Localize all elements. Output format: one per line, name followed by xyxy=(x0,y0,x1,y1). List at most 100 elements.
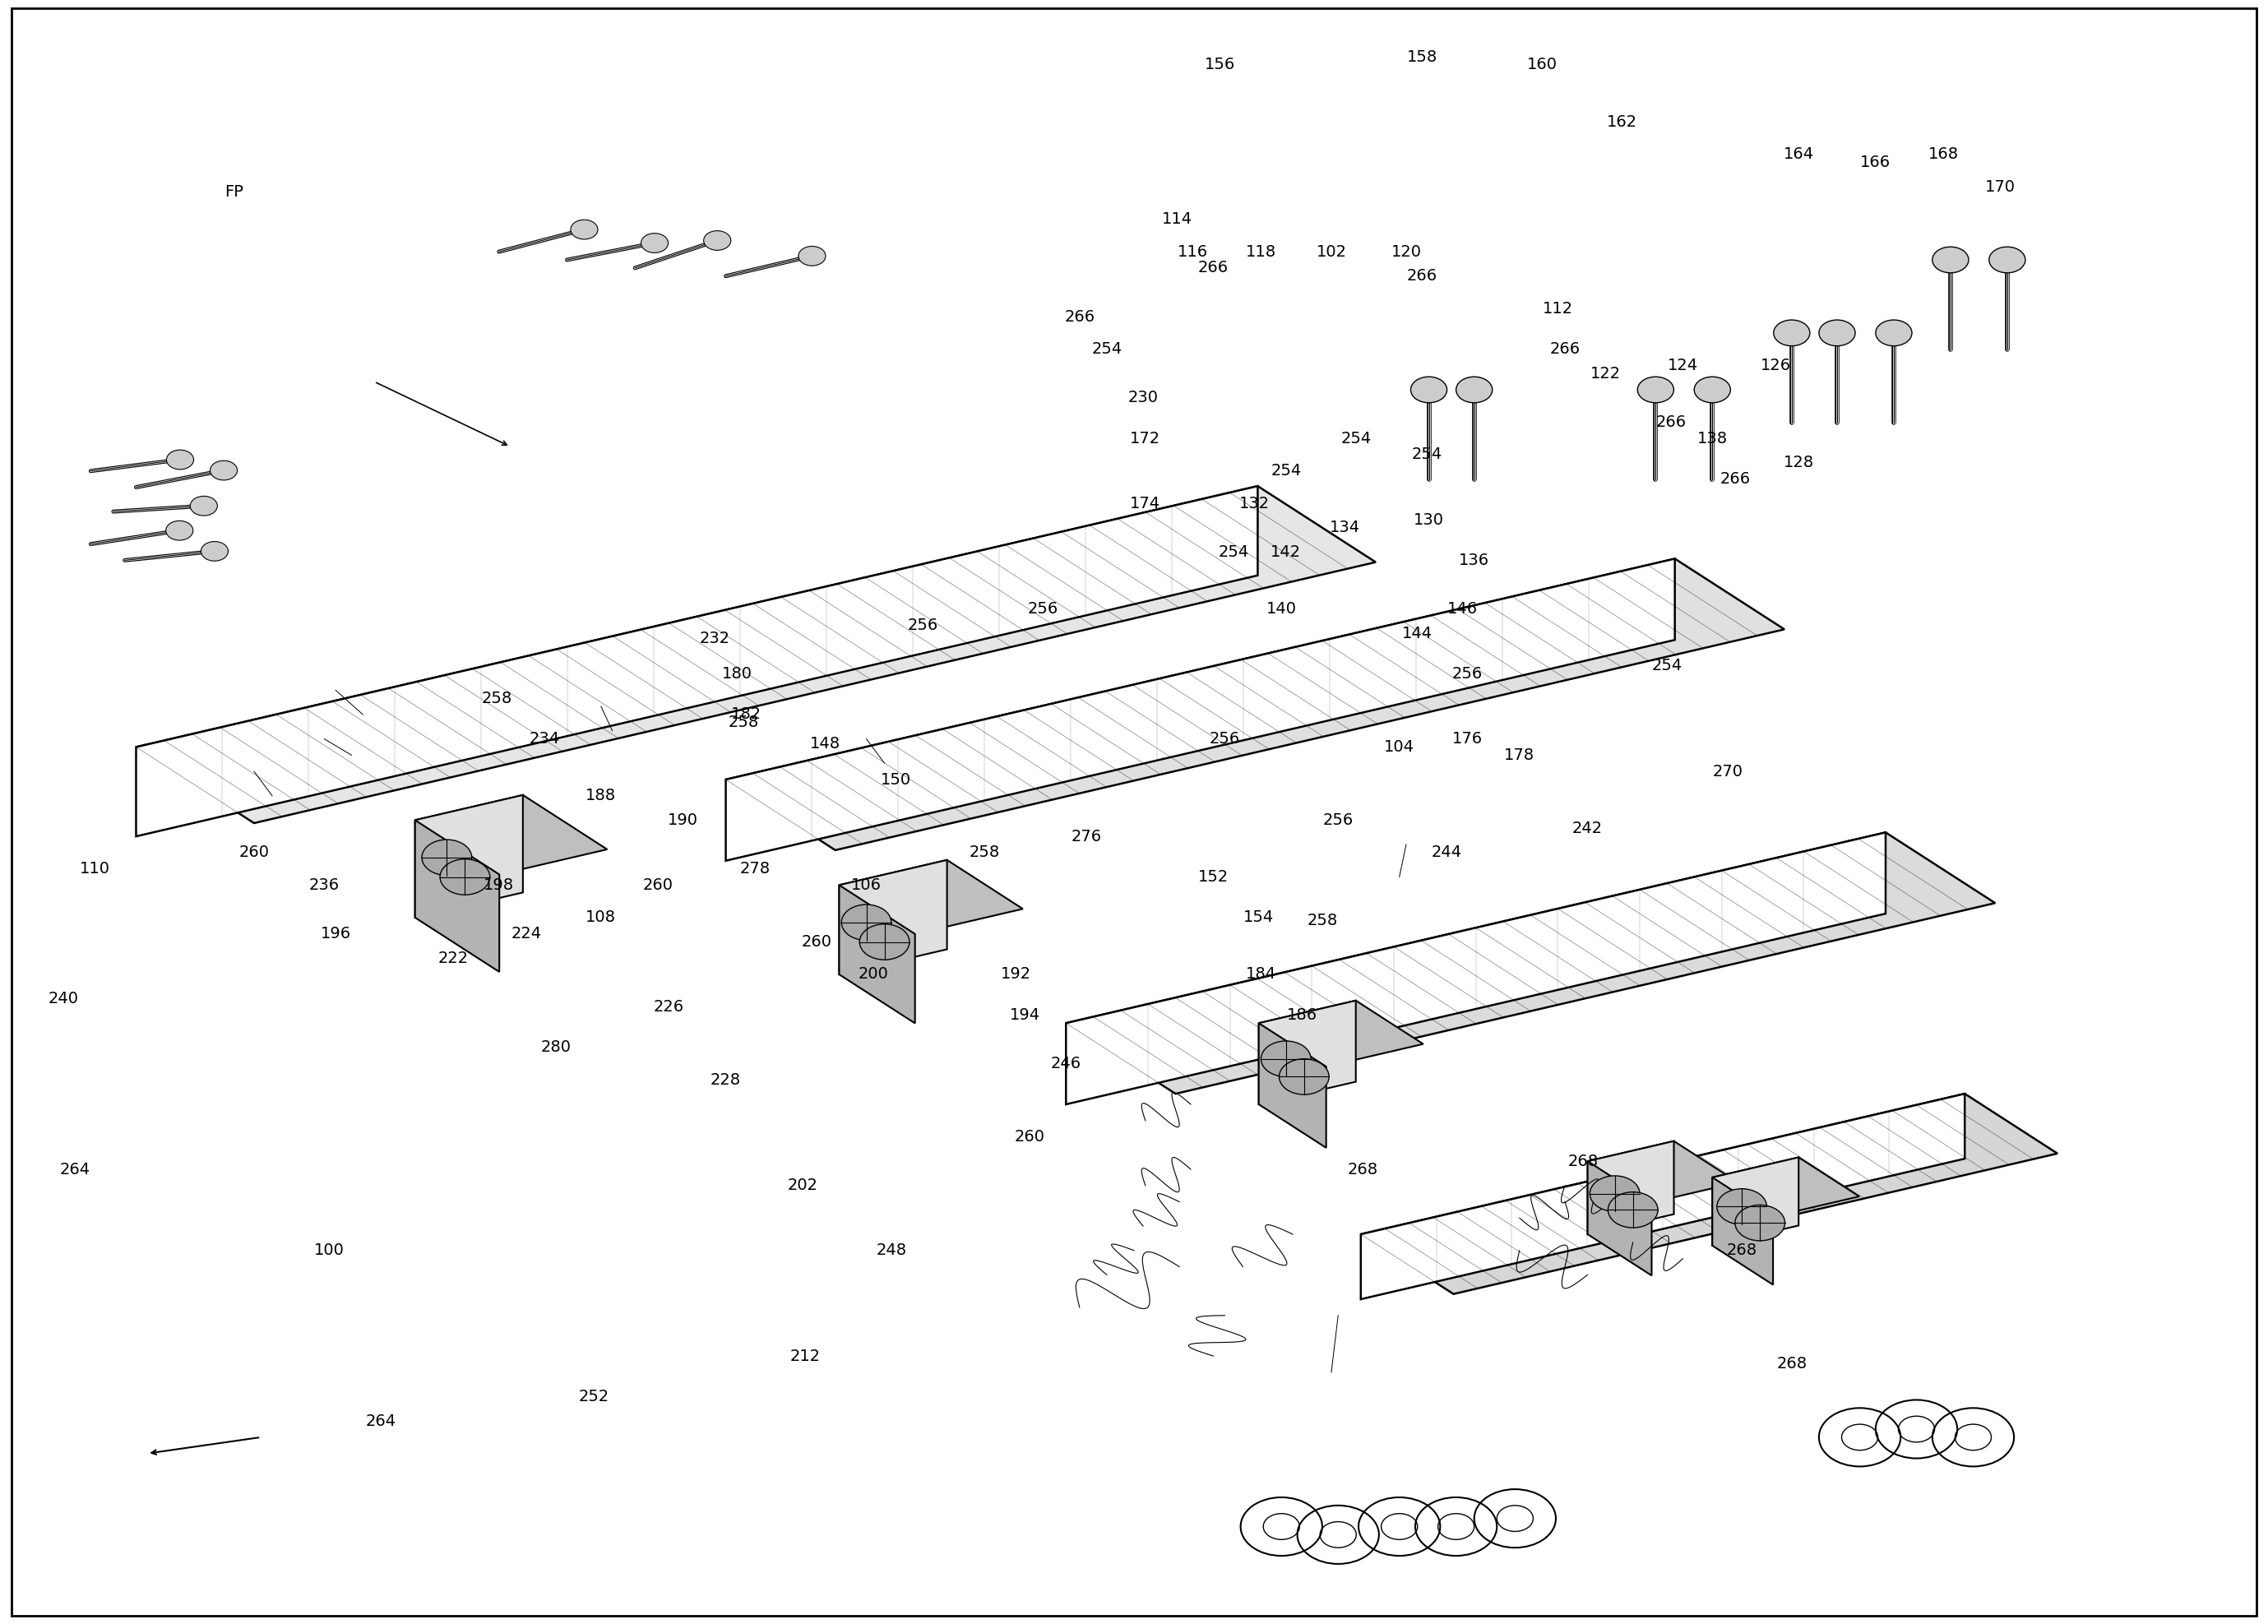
Text: 256: 256 xyxy=(1209,731,1241,747)
Text: 106: 106 xyxy=(850,877,882,893)
Circle shape xyxy=(440,859,490,895)
Circle shape xyxy=(860,924,909,960)
Text: 184: 184 xyxy=(1245,966,1277,983)
Text: 188: 188 xyxy=(585,788,617,804)
Text: 254: 254 xyxy=(1091,341,1123,357)
Text: 118: 118 xyxy=(1245,244,1277,260)
Text: 108: 108 xyxy=(585,909,617,926)
Text: 258: 258 xyxy=(728,715,760,731)
Text: 260: 260 xyxy=(1014,1129,1046,1145)
Text: 166: 166 xyxy=(1860,154,1892,171)
Circle shape xyxy=(191,497,218,516)
Text: 170: 170 xyxy=(1984,179,2016,195)
Text: 122: 122 xyxy=(1590,365,1622,382)
Text: 180: 180 xyxy=(721,666,753,682)
Text: 134: 134 xyxy=(1329,520,1361,536)
Text: 172: 172 xyxy=(1129,430,1161,447)
Polygon shape xyxy=(136,486,1377,823)
Polygon shape xyxy=(415,796,524,918)
Text: 254: 254 xyxy=(1218,544,1250,560)
Text: 160: 160 xyxy=(1526,57,1558,73)
Text: 234: 234 xyxy=(528,731,560,747)
Text: 138: 138 xyxy=(1696,430,1728,447)
Circle shape xyxy=(1279,1059,1329,1095)
Text: 168: 168 xyxy=(1928,146,1960,162)
Polygon shape xyxy=(415,820,499,971)
Text: 182: 182 xyxy=(730,706,762,723)
Text: 264: 264 xyxy=(365,1413,397,1429)
Polygon shape xyxy=(415,796,608,874)
Text: 186: 186 xyxy=(1286,1007,1318,1023)
Text: 142: 142 xyxy=(1270,544,1302,560)
Text: 144: 144 xyxy=(1402,625,1433,641)
Text: 228: 228 xyxy=(710,1072,742,1088)
Text: 254: 254 xyxy=(1651,658,1683,674)
Text: 224: 224 xyxy=(510,926,542,942)
Text: 178: 178 xyxy=(1504,747,1535,763)
Polygon shape xyxy=(136,486,1259,836)
Text: 276: 276 xyxy=(1070,828,1102,844)
Text: 246: 246 xyxy=(1050,1056,1082,1072)
Text: 152: 152 xyxy=(1198,869,1229,885)
Text: 128: 128 xyxy=(1783,455,1814,471)
Text: FP: FP xyxy=(225,184,243,200)
Text: 140: 140 xyxy=(1266,601,1297,617)
Circle shape xyxy=(841,905,891,940)
Text: 196: 196 xyxy=(320,926,352,942)
Text: 256: 256 xyxy=(1027,601,1059,617)
Polygon shape xyxy=(1066,833,1885,1104)
Text: 102: 102 xyxy=(1315,244,1347,260)
Circle shape xyxy=(1989,247,2025,273)
Text: 268: 268 xyxy=(1726,1242,1758,1259)
Text: 200: 200 xyxy=(857,966,889,983)
Text: 244: 244 xyxy=(1431,844,1463,861)
Text: 240: 240 xyxy=(48,991,79,1007)
Text: 258: 258 xyxy=(968,844,1000,861)
Text: 264: 264 xyxy=(59,1161,91,1177)
Polygon shape xyxy=(839,861,1023,934)
Text: 124: 124 xyxy=(1667,357,1699,374)
Polygon shape xyxy=(839,885,914,1023)
Text: 222: 222 xyxy=(438,950,469,966)
Text: 256: 256 xyxy=(1452,666,1483,682)
Text: 256: 256 xyxy=(1322,812,1354,828)
Polygon shape xyxy=(1066,833,1996,1093)
Polygon shape xyxy=(1588,1142,1674,1234)
Text: 266: 266 xyxy=(1549,341,1581,357)
Text: 254: 254 xyxy=(1411,447,1442,463)
Text: 236: 236 xyxy=(308,877,340,893)
Text: 268: 268 xyxy=(1347,1161,1379,1177)
Circle shape xyxy=(798,247,826,266)
Polygon shape xyxy=(1361,1093,1964,1299)
Polygon shape xyxy=(1712,1177,1774,1285)
Text: 116: 116 xyxy=(1177,244,1209,260)
Text: 114: 114 xyxy=(1161,211,1193,227)
Text: 112: 112 xyxy=(1542,300,1574,317)
Text: 266: 266 xyxy=(1064,309,1095,325)
Polygon shape xyxy=(1712,1158,1860,1216)
Text: 268: 268 xyxy=(1567,1153,1599,1169)
Circle shape xyxy=(572,219,599,239)
Circle shape xyxy=(166,521,193,541)
Circle shape xyxy=(1819,320,1855,346)
Text: 232: 232 xyxy=(699,630,730,646)
Text: 266: 266 xyxy=(1406,268,1438,284)
Text: 202: 202 xyxy=(787,1177,819,1194)
Circle shape xyxy=(166,450,193,469)
Circle shape xyxy=(211,461,238,481)
Polygon shape xyxy=(1259,1000,1424,1067)
Circle shape xyxy=(1774,320,1810,346)
Text: 260: 260 xyxy=(238,844,270,861)
Text: 252: 252 xyxy=(578,1389,610,1405)
Text: 242: 242 xyxy=(1572,820,1603,836)
Text: 258: 258 xyxy=(481,690,513,706)
Text: 198: 198 xyxy=(483,877,515,893)
Text: 260: 260 xyxy=(642,877,674,893)
Circle shape xyxy=(1608,1192,1658,1228)
Text: 270: 270 xyxy=(1712,763,1744,780)
Text: 146: 146 xyxy=(1447,601,1479,617)
Circle shape xyxy=(1456,377,1492,403)
Circle shape xyxy=(202,541,229,560)
Text: 194: 194 xyxy=(1009,1007,1041,1023)
Text: 230: 230 xyxy=(1127,390,1159,406)
